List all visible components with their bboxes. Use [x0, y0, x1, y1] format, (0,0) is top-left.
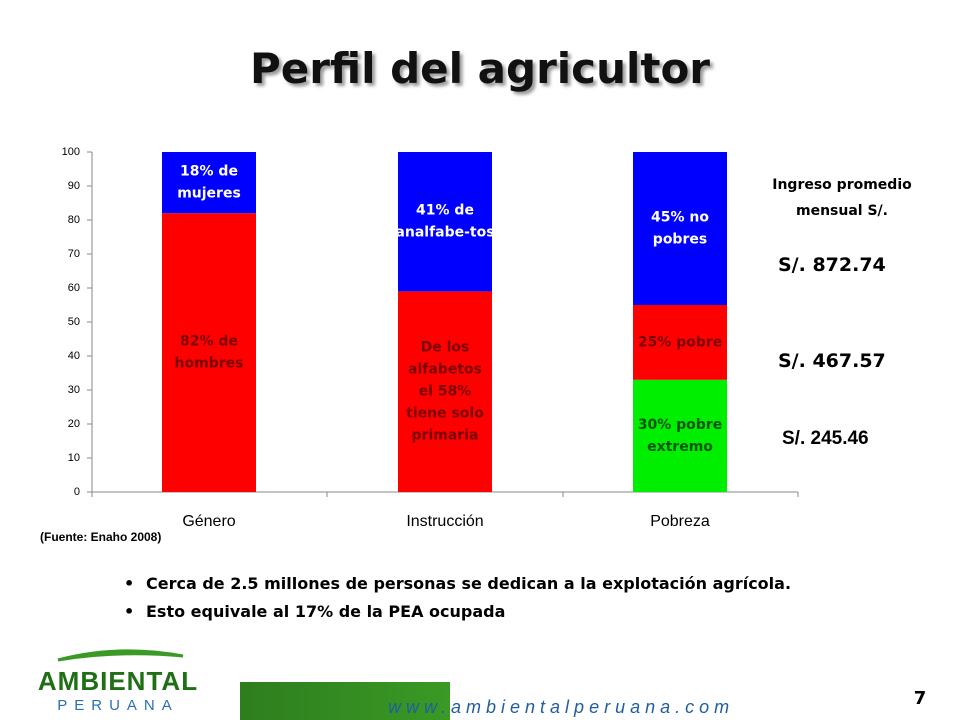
- bullet-item: Cerca de 2.5 millones de personas se ded…: [124, 570, 791, 598]
- bar-data-label: 82% de hombres: [175, 334, 244, 372]
- footer-bar: [240, 682, 960, 720]
- footer-url: www.ambientalperuana.com: [388, 697, 735, 717]
- bar-segment: [162, 152, 256, 214]
- bar-data-label: 45% no pobres: [651, 210, 709, 248]
- y-tick-label: 70: [68, 248, 80, 260]
- bar-segment: [398, 291, 492, 492]
- bullet-list: Cerca de 2.5 millones de personas se ded…: [124, 570, 791, 626]
- bar-data-label: De los alfabetos el 58% tiene solo primaria: [406, 340, 484, 444]
- bar-segment: [398, 152, 492, 292]
- y-tick-label: 0: [74, 486, 80, 498]
- page-number: 7: [913, 688, 927, 709]
- income-value-3: S/. 245.46: [782, 428, 869, 449]
- x-category-label: Instrucción: [406, 513, 483, 530]
- income-title: Ingreso promedio mensual S/.: [772, 177, 912, 219]
- logo-top-text: AMBIENTAL: [38, 666, 198, 696]
- y-tick-label: 30: [68, 384, 80, 396]
- bar-data-label: 18% de mujeres: [177, 164, 241, 202]
- bar-segment: [633, 305, 727, 380]
- source-note: (Fuente: Enaho 2008): [40, 530, 162, 544]
- y-tick-label: 60: [68, 282, 80, 294]
- bullet-item: Esto equivale al 17% de la PEA ocupada: [124, 598, 791, 626]
- bar-data-label: 41% de analfabe-tos: [395, 203, 494, 241]
- slide-title: Perfil del agricultor: [249, 44, 711, 93]
- bar-data-label: 25% pobre: [638, 334, 722, 350]
- ambiental-peruana-logo: AMBIENTAL PERUANA: [38, 649, 198, 714]
- y-tick-label: 80: [68, 214, 80, 226]
- bar-segment: [162, 213, 256, 492]
- y-tick-label: 20: [68, 418, 80, 430]
- income-value-2: S/. 467.57: [778, 350, 886, 372]
- y-tick-label: 50: [68, 316, 80, 328]
- bar-segment: [633, 379, 727, 492]
- x-category-label: Pobreza: [650, 513, 710, 530]
- x-category-label: Género: [182, 513, 235, 530]
- bar-data-label: 30% pobre extremo: [638, 417, 722, 455]
- logo-bottom-text: PERUANA: [57, 697, 179, 714]
- y-tick-label: 100: [62, 146, 80, 158]
- bar-segment: [633, 152, 727, 305]
- y-tick-label: 10: [68, 452, 80, 464]
- y-tick-label: 40: [68, 350, 80, 362]
- y-tick-label: 90: [68, 180, 80, 192]
- income-value-1: S/. 872.74: [778, 254, 886, 276]
